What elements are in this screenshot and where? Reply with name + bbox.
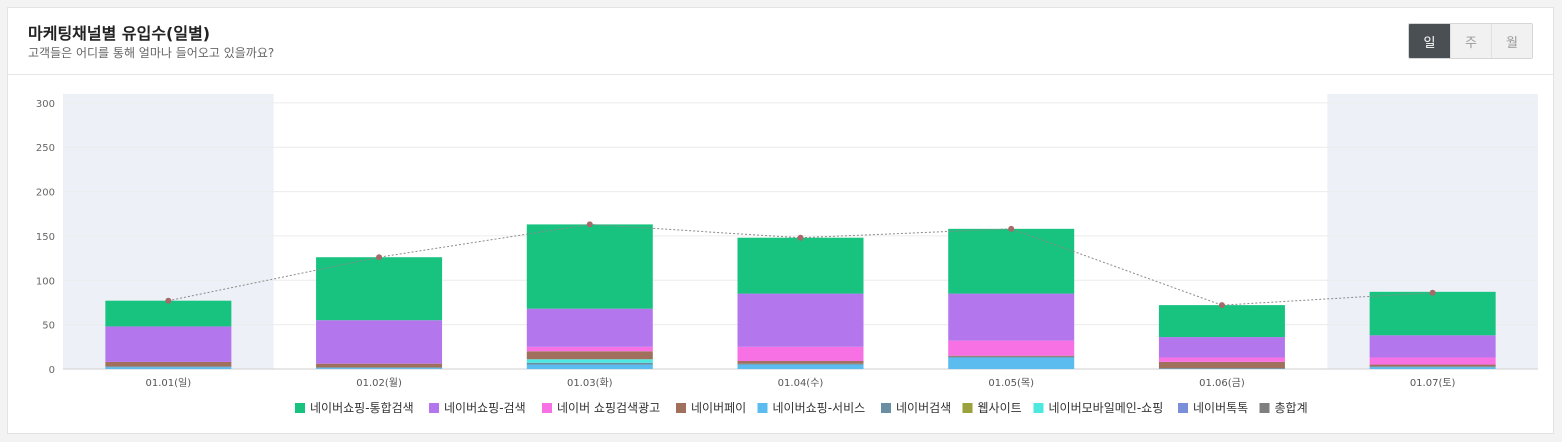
bar-segment [1369,366,1496,368]
bar-segment [1369,357,1496,365]
bar-segment [948,355,1075,357]
bar-segment [316,257,443,321]
bar-segment [948,357,1075,369]
bar-segment [526,224,653,309]
bar-segment [737,361,864,364]
bar-segment [737,364,864,369]
bar-segment [948,340,1075,356]
page-title: 마케팅채널별 유입수(일별) [28,24,211,43]
page-subtitle: 고객들은 어디를 통해 얼마나 들어오고 있을까요? [28,46,275,60]
bar-segment [1369,367,1496,369]
total-point [165,297,172,304]
legend-swatch [757,403,768,413]
x-tick-label: 01.04(수) [778,377,824,389]
legend-swatch [1033,403,1044,413]
total-point [1429,289,1436,296]
y-tick-label: 100 [36,276,55,287]
bar-segment [1369,364,1496,367]
legend-label: 네이버페이 [691,401,746,415]
bar-segment [105,367,232,369]
bar-segment [1369,335,1496,358]
bar-segment [526,308,653,347]
bar-segment [1158,337,1285,358]
bar-segment [526,364,653,369]
bar-segment [105,326,232,362]
legend-label: 네이버모바일메인-쇼핑 [1049,401,1164,415]
x-tick-label: 01.07(토) [1410,378,1456,389]
legend-label: 네이버쇼핑-통합검색 [310,401,414,415]
x-tick-label: 01.02(월) [356,377,402,389]
legend-swatch [542,403,552,413]
y-tick-label: 300 [36,99,55,110]
x-tick-label: 01.06(금) [1199,377,1245,389]
bar-segment [105,361,232,367]
legend-label: 네이버쇼핑-검색 [444,401,526,415]
bar-segment [737,363,864,365]
total-point [797,234,804,241]
bar-segment [948,228,1075,294]
bar-segment [316,368,443,369]
legend-swatch [1178,403,1188,413]
legend-swatch [429,403,439,413]
y-tick-label: 200 [36,188,55,199]
y-tick-label: 150 [36,232,55,243]
bar-segment [316,367,443,369]
bar-segment [105,366,232,368]
legend-swatch [676,403,686,413]
bar-segment [526,359,653,363]
y-tick-label: 0 [49,365,55,376]
bar-segment [1158,305,1285,338]
bar-segment [316,363,443,368]
y-tick-label: 250 [36,143,55,154]
bar-segment [1158,361,1285,369]
bar-segment [526,362,653,365]
period-month-button[interactable]: 월 [1491,24,1532,58]
legend-label: 네이버검색 [896,401,951,415]
bar-segment [737,293,864,347]
period-day-button[interactable]: 일 [1409,24,1450,58]
legend-swatch [962,403,973,413]
legend-label: 총합계 [1275,401,1308,415]
legend-swatch [295,403,305,413]
bar-segment [948,356,1075,358]
total-point [376,254,383,261]
bar-segment [526,351,653,360]
x-tick-label: 01.01(일) [146,377,192,389]
chart-panel: 마케팅채널별 유입수(일별) 고객들은 어디를 통해 얼마나 들어오고 있을까요… [7,7,1554,434]
legend-swatch [1259,403,1270,413]
stacked-bar-chart: 0 50 100 150 200 250 300 01.01(일) 01.02(월) 01.03(… [36,94,1538,415]
bar-segment [737,346,864,362]
legend-swatch [881,403,891,413]
x-tick-label: 01.03(화) [567,377,613,389]
bar-segment [316,320,443,364]
total-point [586,221,593,228]
legend-label: 네이버 쇼핑검색광고 [557,401,660,415]
bar-segment [526,346,653,352]
period-toggle: 일 주 월 [1408,23,1533,59]
legend-label: 네이버쇼핑-서비스 [773,401,866,415]
bar-segment [105,300,232,327]
bar-segment [1158,357,1285,362]
bar-segment [737,237,864,294]
bar-segment [1158,368,1285,369]
legend-label: 웹사이트 [978,401,1022,415]
legend-label: 네이버톡톡 [1193,401,1248,415]
chart-area: 0 50 100 150 200 250 300 01.01(일) 01.02(월) 01.03(… [8,74,1555,434]
bar-segment [1369,291,1496,336]
x-tick-label: 01.05(목) [988,377,1034,389]
total-point [1218,302,1225,309]
bar-segment [948,293,1075,341]
period-week-button[interactable]: 주 [1450,24,1491,58]
panel-header: 마케팅채널별 유입수(일별) 고객들은 어디를 통해 얼마나 들어오고 있을까요… [8,8,1553,75]
y-tick-label: 50 [42,321,55,332]
total-point [1008,225,1015,232]
